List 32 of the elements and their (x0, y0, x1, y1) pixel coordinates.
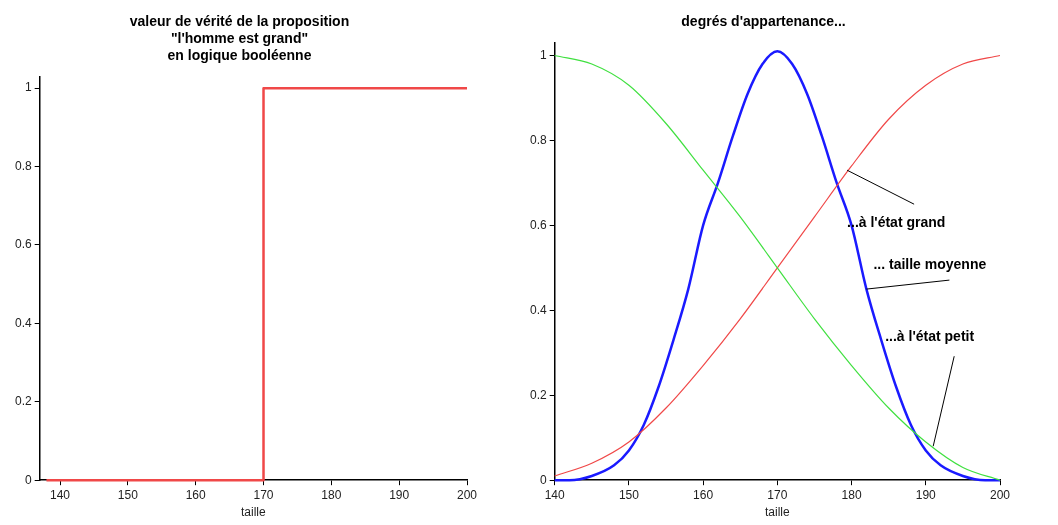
x-tick-label: 180 (321, 487, 342, 502)
x-tick-label: 160 (185, 487, 207, 502)
x-axis-title: taille (241, 505, 266, 520)
chart-title: valeur de vérité de la proposition "l'homme est grand" en logique booléenne (129, 13, 350, 63)
y-tick-label: 0 (539, 472, 547, 487)
x-tick-label: 200 (989, 487, 1011, 502)
y-tick-label: 0.4 (529, 302, 547, 317)
y-tick-label: 0.6 (14, 237, 32, 252)
x-tick-label: 150 (117, 487, 139, 502)
x-tick-label: 170 (767, 487, 788, 502)
x-tick-label: 190 (389, 487, 410, 502)
x-tick-label: 140 (544, 487, 566, 502)
x-tick-label: 200 (456, 487, 478, 502)
annotation: ... taille moyenne (873, 255, 987, 272)
y-tick-label: 0.6 (529, 217, 547, 232)
x-tick-label: 170 (253, 487, 274, 502)
y-tick-label: 0.4 (14, 315, 32, 330)
x-tick-label: 150 (618, 487, 640, 502)
chart-title: degrés d'appartenance... (681, 13, 846, 30)
y-tick-label: 0.8 (529, 132, 547, 147)
y-tick-label: 0 (24, 472, 32, 487)
x-axis-title: taille (765, 505, 790, 520)
x-tick-label: 180 (841, 487, 862, 502)
y-tick-label: 0.8 (14, 158, 32, 173)
x-tick-label: 190 (915, 487, 937, 502)
y-tick-label: 1 (539, 47, 547, 62)
y-tick-label: 1 (24, 80, 32, 95)
y-tick-label: 0.2 (14, 394, 32, 409)
x-tick-label: 160 (693, 487, 714, 502)
y-tick-label: 0.2 (529, 387, 547, 402)
annotation: ...à l'état petit (885, 328, 975, 345)
x-tick-label: 140 (50, 487, 71, 502)
